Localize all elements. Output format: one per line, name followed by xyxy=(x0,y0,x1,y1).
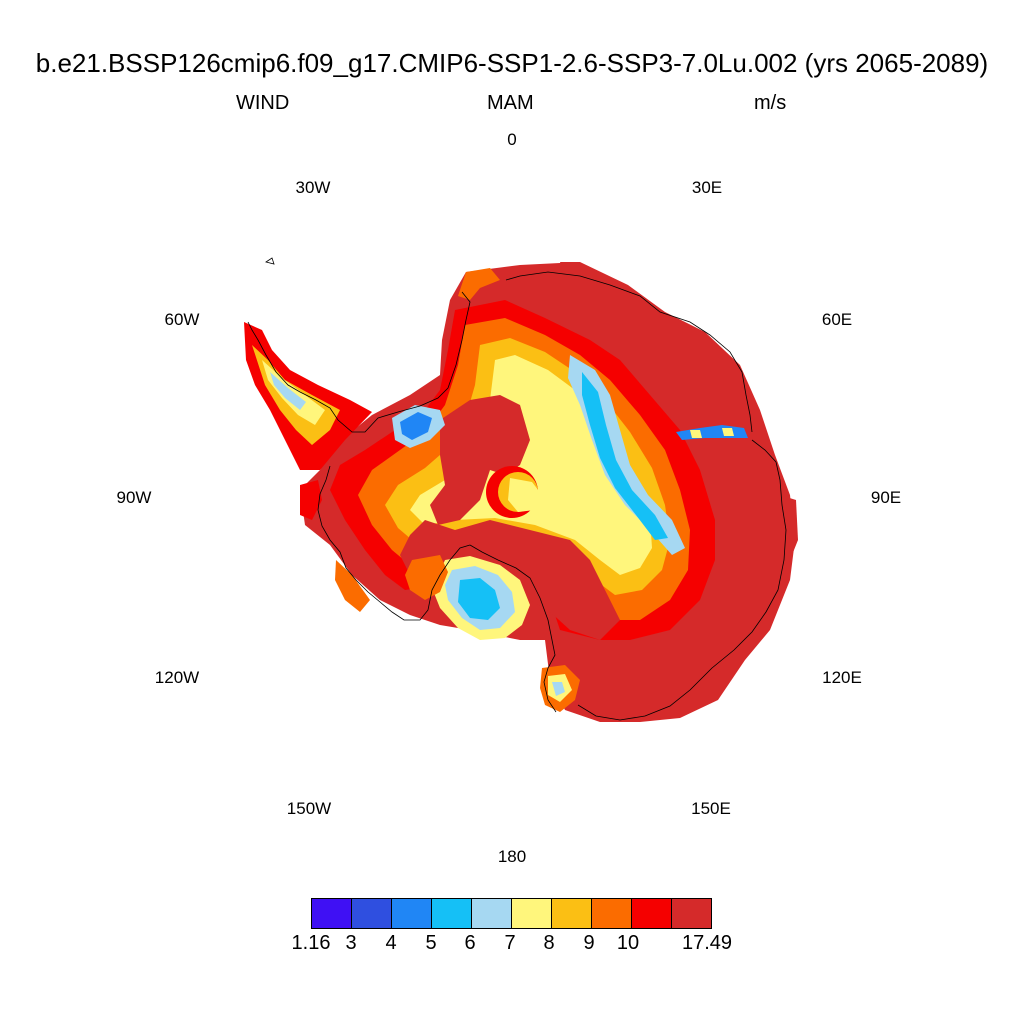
colorbar-swatch xyxy=(592,899,632,928)
season-label: MAM xyxy=(487,92,534,114)
lon-label-30e: 30E xyxy=(691,178,723,197)
lon-label-30w: 30W xyxy=(295,178,331,197)
colorbar-swatch xyxy=(632,899,672,928)
colorbar-swatch xyxy=(352,899,392,928)
colorbar-swatch xyxy=(392,899,432,928)
colorbar-label: 6 xyxy=(464,932,476,954)
lon-label-150e: 150E xyxy=(691,799,731,818)
colorbar-label: 10 xyxy=(616,932,640,954)
colorbar-label: 1.16 xyxy=(291,932,331,954)
lon-label-0: 0 xyxy=(507,130,517,149)
plot-title: b.e21.BSSP126cmip6.f09_g17.CMIP6-SSP1-2.… xyxy=(35,48,989,78)
lon-label-60e: 60E xyxy=(821,310,853,329)
colorbar-swatch xyxy=(552,899,592,928)
lon-label-60w: 60W xyxy=(164,310,200,329)
coastline xyxy=(247,257,787,721)
lon-label-150w: 150W xyxy=(286,799,332,818)
lon-label-120w: 120W xyxy=(154,668,200,687)
colorbar-label: 9 xyxy=(583,932,595,954)
lon-label-120e: 120E xyxy=(822,668,862,687)
colorbar-swatch xyxy=(672,899,711,928)
colorbar-swatch xyxy=(512,899,552,928)
colorbar xyxy=(311,898,712,929)
lon-label-90e: 90E xyxy=(870,488,902,507)
colorbar-label: 4 xyxy=(385,932,397,954)
colorbar-label: 5 xyxy=(425,932,437,954)
colorbar-swatch xyxy=(432,899,472,928)
colorbar-label: 7 xyxy=(504,932,516,954)
wind-speed-field xyxy=(244,262,798,722)
lon-label-90w: 90W xyxy=(116,488,152,507)
colorbar-swatch xyxy=(472,899,512,928)
colorbar-swatch xyxy=(312,899,352,928)
units-label: m/s xyxy=(754,92,787,114)
lon-label-180: 180 xyxy=(497,847,527,866)
colorbar-label: 8 xyxy=(543,932,555,954)
colorbar-label: 17.49 xyxy=(681,932,733,954)
colorbar-label: 3 xyxy=(345,932,357,954)
variable-label: WIND xyxy=(236,92,290,114)
